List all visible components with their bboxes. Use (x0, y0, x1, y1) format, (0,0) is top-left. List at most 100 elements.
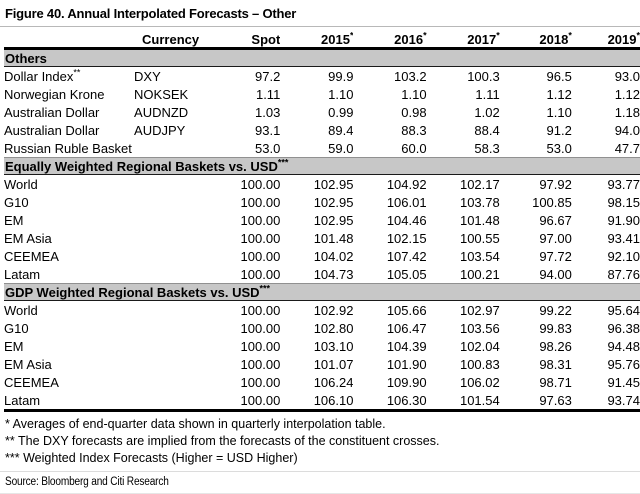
row-label: Australian Dollar (4, 103, 134, 121)
spot-value-cell: 100.00 (240, 374, 281, 390)
forecast-value-cell: 106.10 (280, 391, 354, 412)
forecast-value-cell: 104.46 (386, 212, 427, 228)
col-header-currency-label: Currency (142, 32, 200, 47)
table-row: Australian Dollar AUDJPY 93.1 89.4 88.3 88.4 9… (4, 121, 640, 139)
year-label: 2015 (321, 32, 350, 47)
currency-code-cell (134, 319, 217, 337)
forecast-value-cell: 106.30 (353, 391, 427, 412)
spot-value-cell: 93.1 (255, 122, 281, 138)
row-label: Latam (4, 265, 134, 284)
table-row: Russian Ruble Basket 53.0 59.0 60.0 58.3 53.0… (4, 139, 640, 158)
row-label-text: Latam (4, 392, 41, 408)
year-label: 2019 (607, 32, 637, 47)
forecast-value-cell: 104.02 (313, 248, 354, 264)
forecast-value-cell: 104.92 (386, 176, 427, 192)
spot-value-cell: 100.00 (240, 356, 281, 372)
forecast-value-cell: 102.04 (459, 338, 500, 354)
forecast-value-cell: 93.41 (607, 230, 640, 246)
spot-value-cell: 100.00 (240, 320, 281, 336)
year-label: 2017 (467, 32, 497, 47)
source-text: Source: Bloomberg and Citi Research (5, 476, 169, 488)
forecast-value-cell: 109.90 (386, 374, 427, 390)
row-label: CEEMEA (4, 247, 134, 265)
forecast-value-cell: 106.24 (313, 374, 354, 390)
table-row: Latam 100.00 106.10 106.30 101.54 97.63 93.74 (4, 391, 640, 412)
table-row: World 100.00 102.92 105.66 102.97 99.22 95.64 (4, 301, 640, 320)
forecast-value-cell: 59.0 (328, 140, 354, 156)
row-label: EM (4, 337, 134, 355)
forecast-value-cell: 105.05 (386, 266, 427, 282)
table-row: Latam 100.00 104.73 105.05 100.21 94.00 87.76 (4, 265, 640, 284)
row-label-text: Norwegian Krone (4, 86, 105, 102)
forecast-value-cell: 100.83 (459, 356, 500, 372)
row-label: EM (4, 211, 134, 229)
row-label-text: World (4, 176, 38, 192)
col-header-empty (4, 27, 135, 50)
forecast-value-cell: 106.02 (459, 374, 500, 390)
row-footnote-marker: ** (73, 67, 81, 78)
forecast-value-cell: 0.98 (401, 104, 427, 120)
forecast-value-cell: 58.3 (474, 140, 500, 156)
forecast-value-cell: 1.11 (475, 86, 500, 102)
forecast-value-cell: 107.42 (386, 248, 427, 264)
forecast-value-cell: 95.76 (607, 356, 640, 372)
forecast-value-cell: 101.48 (313, 230, 354, 246)
row-label: EM Asia (4, 355, 134, 373)
forecast-value-cell: 89.4 (328, 122, 354, 138)
forecast-value-cell: 101.54 (426, 391, 500, 412)
col-header-2017: 2017* (426, 27, 500, 50)
col-header-2015: 2015* (280, 27, 354, 50)
forecast-value-cell: 102.15 (386, 230, 427, 246)
forecast-value-cell: 96.5 (546, 68, 572, 84)
col-header-spot: Spot (217, 27, 281, 50)
spot-value-cell: 100.00 (240, 194, 281, 210)
row-label-text: CEEMEA (4, 248, 59, 264)
currency-code-cell (134, 373, 217, 391)
forecast-value-cell: 53.0 (546, 140, 572, 156)
figure-title-row: Figure 40. Annual Interpolated Forecasts… (0, 0, 640, 27)
forecast-value-cell: 1.12 (546, 86, 572, 102)
currency-code-cell (134, 337, 217, 355)
forecast-value-cell: 96.67 (539, 212, 572, 228)
row-label: G10 (4, 319, 134, 337)
forecast-value-cell: 100.3 (467, 68, 500, 84)
forecast-value-cell: 98.31 (539, 356, 572, 372)
table-row: Australian Dollar AUDNZD 1.03 0.99 0.98 1.02 1… (4, 103, 640, 121)
row-label-text: EM Asia (4, 356, 52, 372)
spot-value-cell: 1.11 (255, 86, 281, 102)
table-row: Dollar Index** DXY 97.2 99.9 103.2 100.3 96.5 9… (4, 67, 640, 86)
row-label: World (4, 301, 134, 320)
currency-code-cell (134, 229, 217, 247)
table-header-row: Currency Spot 2015* 2016* 2017* 2018* 20… (4, 27, 640, 50)
forecast-value-cell: 94.48 (607, 338, 640, 354)
table-row: G10 100.00 102.95 106.01 103.78 100.85 98.15 (4, 193, 640, 211)
forecast-value-cell: 102.95 (313, 176, 354, 192)
row-label-text: World (4, 302, 38, 318)
forecast-value-cell: 1.10 (328, 86, 354, 102)
section-header-row: GDP Weighted Regional Baskets vs. USD*** (4, 283, 640, 301)
col-header-2019: 2019 * (571, 27, 640, 50)
forecast-value-cell: 91.2 (546, 122, 572, 138)
forecast-value-cell: 101.07 (313, 356, 354, 372)
forecast-value-cell: 103.56 (459, 320, 500, 336)
forecast-value-cell: 98.26 (539, 338, 572, 354)
forecast-value-cell: 99.9 (328, 68, 354, 84)
year-footnote-marker: * (568, 30, 572, 41)
table-row: World 100.00 102.95 104.92 102.17 97.92 93.77 (4, 175, 640, 194)
forecast-value-cell: 97.72 (539, 248, 572, 264)
spot-value-cell: 100.00 (240, 248, 281, 264)
forecast-value-cell: 94.0 (614, 122, 640, 138)
currency-code-cell (134, 247, 217, 265)
row-label-text: Australian Dollar (4, 104, 100, 120)
currency-code-cell: NOKSEK (134, 86, 189, 102)
forecast-value-cell: 91.45 (607, 374, 640, 390)
col-header-currency: Currency (134, 27, 218, 50)
spot-value-cell: 100.00 (240, 176, 281, 192)
currency-code-cell (134, 391, 218, 412)
row-label-text: G10 (4, 194, 29, 210)
row-label: G10 (4, 193, 134, 211)
row-label-text: Australian Dollar (4, 122, 100, 138)
currency-code-cell: AUDJPY (134, 122, 186, 138)
forecast-value-cell: 94.00 (539, 266, 572, 282)
